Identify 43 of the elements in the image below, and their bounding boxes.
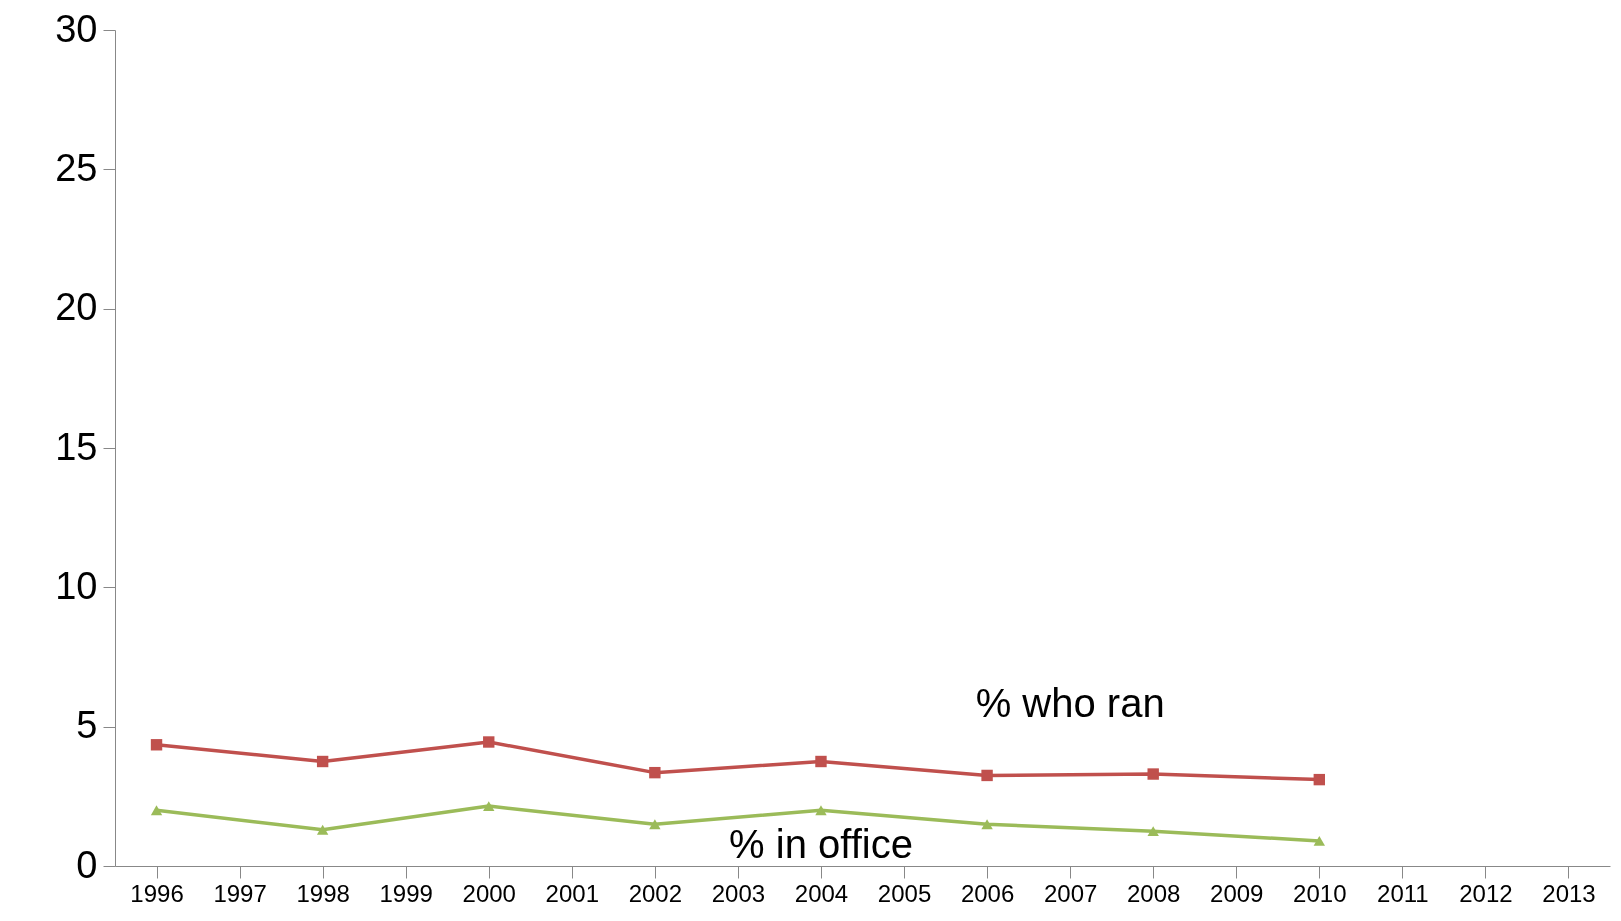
y-tick-label: 0 (76, 843, 98, 886)
point (483, 801, 495, 812)
x-tick-label: 2002 (628, 879, 683, 907)
series-label: % who ran (975, 681, 1165, 726)
point (1313, 773, 1326, 786)
point (649, 766, 661, 779)
x-tick-label: 2010 (1293, 879, 1347, 907)
y-tick-label: 20 (55, 286, 98, 329)
point (1147, 826, 1159, 837)
x-tick-label: 2004 (794, 879, 849, 907)
point (150, 805, 163, 816)
x-tick-label: 2005 (877, 879, 932, 907)
x-tick-label: 2000 (462, 879, 516, 907)
y-tick-label: 10 (55, 564, 98, 607)
point (1147, 768, 1159, 780)
x-tick-label: 2003 (711, 879, 766, 907)
y-tick-label: 15 (55, 425, 98, 468)
x-tick-label: 2012 (1459, 879, 1513, 907)
point (649, 819, 661, 830)
x-tick-label: 2013 (1542, 879, 1596, 907)
y-tick-label: 30 (55, 7, 98, 50)
point (1313, 835, 1326, 846)
x-tick-label: 2006 (960, 879, 1015, 907)
x-tick-label: 2008 (1127, 879, 1181, 907)
point (316, 824, 329, 835)
x-tick-label: 1998 (296, 879, 350, 907)
x-tick-label: 2011 (1377, 879, 1429, 907)
x-tick-label: 2007 (1043, 879, 1098, 907)
point (815, 805, 827, 816)
y-tick-label: 25 (55, 146, 98, 189)
x-tick-label: 1999 (379, 879, 433, 907)
point (981, 769, 993, 782)
point (316, 755, 329, 768)
point (150, 739, 163, 751)
series-label: % in office (729, 822, 913, 867)
x-tick-label: 2009 (1210, 879, 1264, 907)
point (483, 736, 495, 748)
x-tick-label: 2001 (545, 879, 599, 907)
x-tick-label: 1996 (130, 879, 184, 907)
point (815, 755, 827, 768)
y-tick-label: 5 (76, 704, 98, 747)
point (981, 819, 993, 830)
x-tick-label: 1997 (213, 879, 267, 907)
